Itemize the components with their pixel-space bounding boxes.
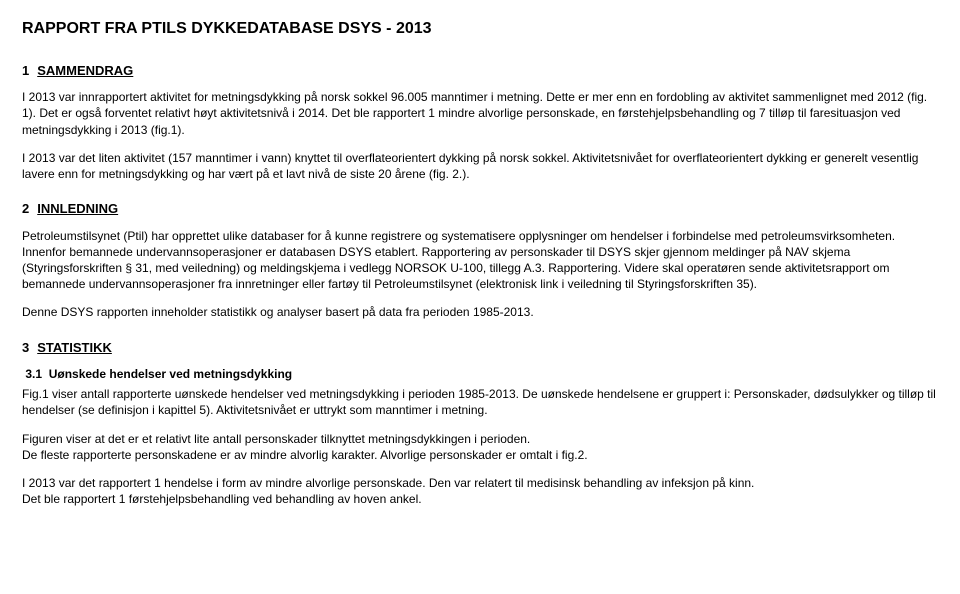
section-3-1-paragraph-1: Fig.1 viser antall rapporterte uønskede …: [22, 386, 938, 418]
section-3-heading: 3 STATISTIKK: [22, 339, 938, 357]
section-3-1-paragraph-2: Figuren viser at det er et relativt lite…: [22, 431, 938, 463]
document-title: RAPPORT FRA PTILS DYKKEDATABASE DSYS - 2…: [22, 18, 938, 40]
section-1-heading: 1 SAMMENDRAG: [22, 62, 938, 80]
section-1-number: 1: [22, 63, 29, 78]
section-3-1-p2-line-1: Figuren viser at det er et relativt lite…: [22, 432, 530, 446]
section-3-1-p3-line-1: I 2013 var det rapportert 1 hendelse i f…: [22, 476, 754, 490]
section-3-number: 3: [22, 340, 29, 355]
section-3-1-number: 3.1: [25, 367, 42, 381]
section-2-label: INNLEDNING: [37, 201, 118, 216]
section-3-1-label: Uønskede hendelser ved metningsdykking: [49, 367, 292, 381]
section-2-number: 2: [22, 201, 29, 216]
section-1-paragraph-2: I 2013 var det liten aktivitet (157 mann…: [22, 150, 938, 182]
section-3-1-heading: 3.1 Uønskede hendelser ved metningsdykki…: [22, 366, 938, 382]
section-1-label: SAMMENDRAG: [37, 63, 133, 78]
section-3-label: STATISTIKK: [37, 340, 112, 355]
section-1-paragraph-1: I 2013 var innrapportert aktivitet for m…: [22, 89, 938, 138]
section-2-paragraph-1: Petroleumstilsynet (Ptil) har opprettet …: [22, 228, 938, 293]
section-3-1-paragraph-3: I 2013 var det rapportert 1 hendelse i f…: [22, 475, 938, 507]
section-2-paragraph-2: Denne DSYS rapporten inneholder statisti…: [22, 304, 938, 320]
section-3-1-p2-line-2: De fleste rapporterte personskadene er a…: [22, 448, 588, 462]
section-2-heading: 2 INNLEDNING: [22, 200, 938, 218]
section-3-1-p3-line-2: Det ble rapportert 1 førstehjelpsbehandl…: [22, 492, 422, 506]
